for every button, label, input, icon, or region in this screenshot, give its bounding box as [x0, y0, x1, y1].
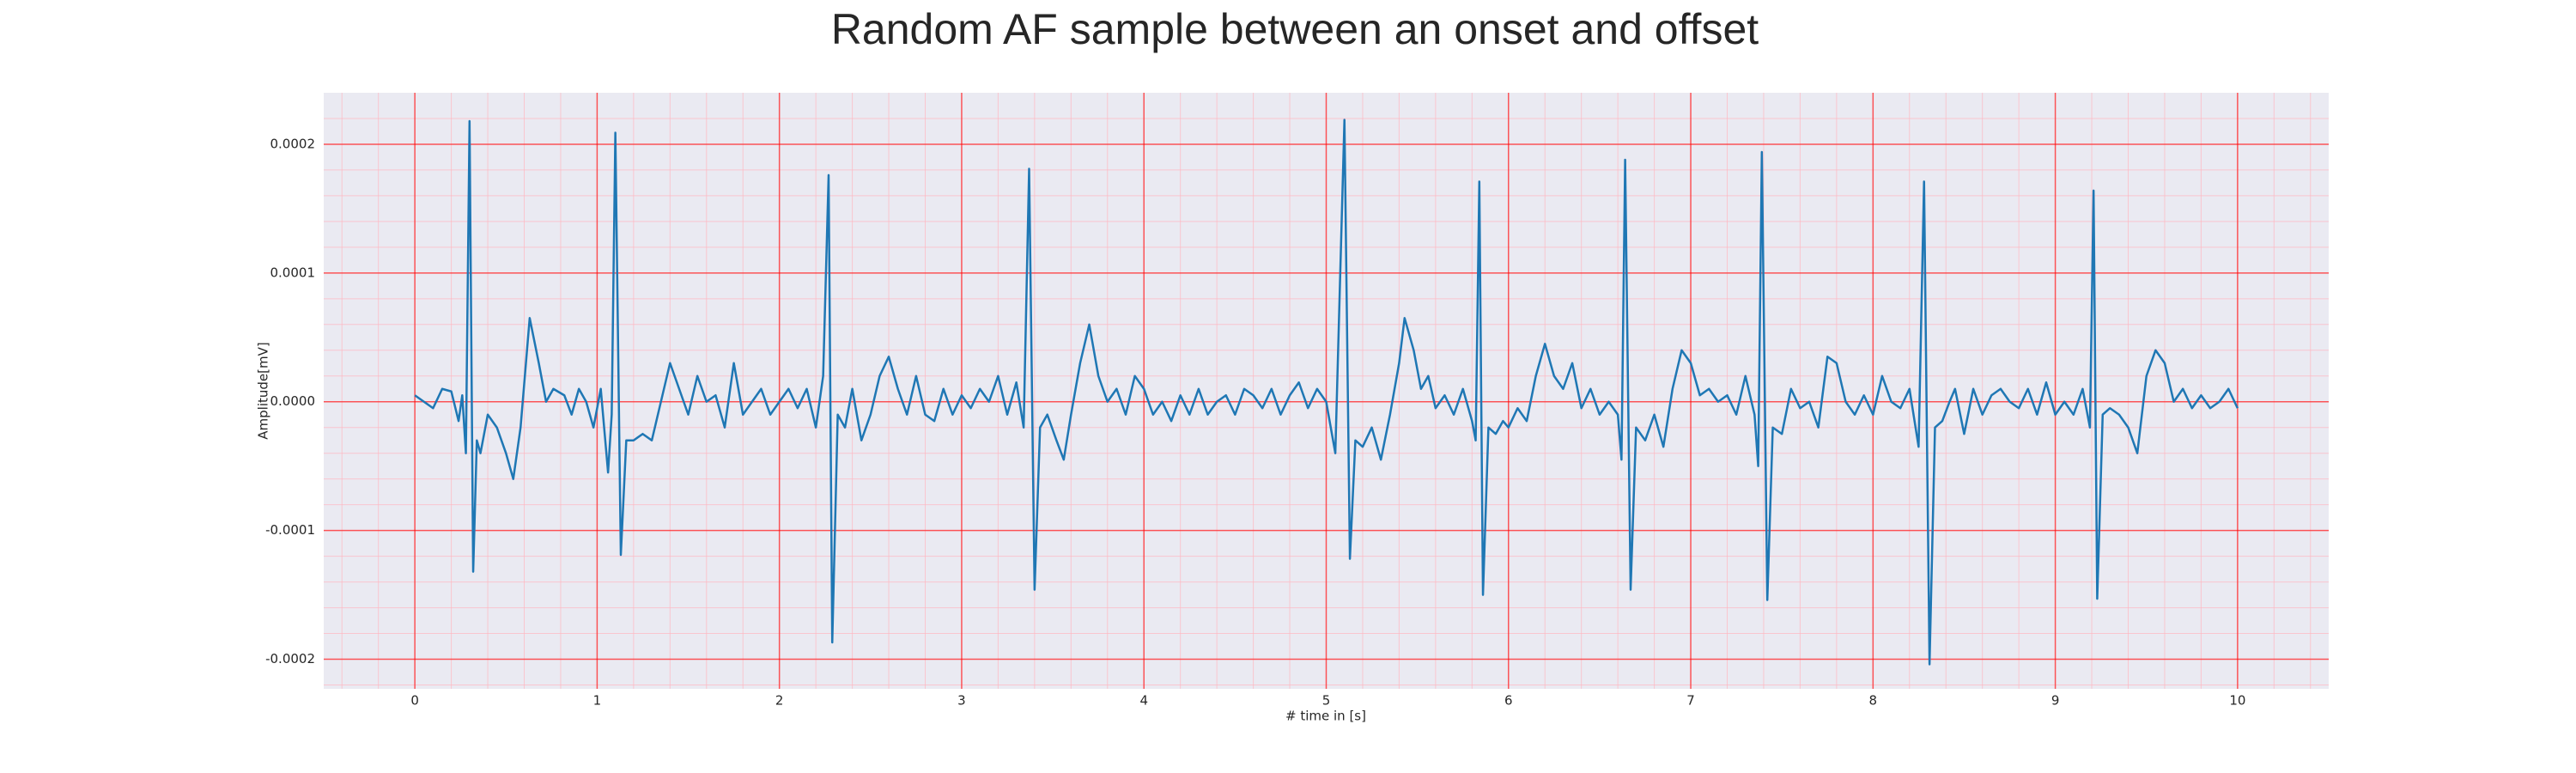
x-tick-label: 10	[2229, 693, 2245, 709]
x-tick-label: 5	[1322, 693, 1331, 709]
y-tick-label: 0.0000	[270, 393, 316, 409]
x-tick-label: 8	[1869, 693, 1878, 709]
x-tick-label: 9	[2051, 693, 2060, 709]
x-tick-label: 4	[1139, 693, 1148, 709]
x-tick-label: 2	[775, 693, 784, 709]
x-tick-label: 6	[1504, 693, 1513, 709]
x-tick-label: 0	[410, 693, 419, 709]
x-tick-label: 7	[1686, 693, 1695, 709]
y-tick-label: -0.0001	[265, 522, 315, 538]
x-tick-label: 3	[957, 693, 966, 709]
signal-line	[414, 119, 2239, 666]
y-axis-label: Amplitude[mV]	[256, 342, 271, 439]
y-tick-label: 0.0001	[270, 265, 316, 280]
x-axis-label: # time in [s]	[1285, 709, 1366, 724]
y-tick-label: 0.0002	[270, 136, 316, 151]
x-tick-label: 1	[593, 693, 602, 709]
chart-title: Random AF sample between an onset and of…	[831, 5, 1759, 53]
y-tick-label: -0.0002	[265, 651, 315, 666]
